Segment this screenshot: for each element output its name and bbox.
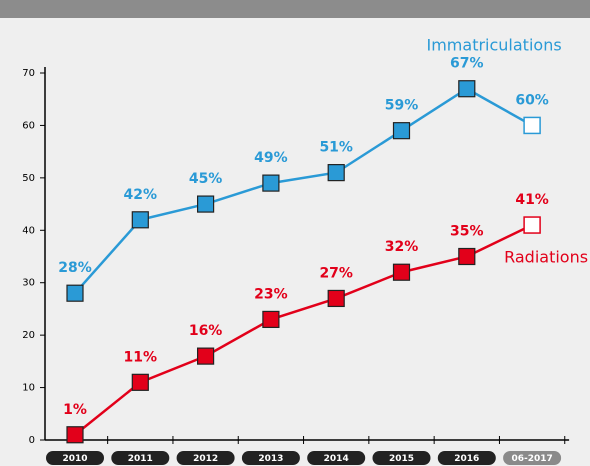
marker — [458, 80, 476, 98]
marker — [131, 211, 149, 229]
x-tick-label: 2010 — [62, 454, 87, 464]
series-name: Immatriculations — [427, 36, 562, 55]
data-label: 23% — [254, 286, 288, 302]
marker — [327, 289, 345, 308]
data-label: 1% — [63, 402, 87, 418]
y-tick-label: 30 — [22, 278, 35, 289]
marker — [131, 373, 149, 391]
y-tick-label: 70 — [22, 68, 35, 79]
x-tick-label: 2015 — [389, 454, 414, 464]
series-line — [74, 223, 533, 436]
marker — [197, 347, 215, 365]
y-tick-label: 20 — [22, 330, 35, 341]
marker — [523, 116, 541, 135]
marker — [66, 426, 84, 444]
y-tick-label: 60 — [22, 120, 35, 131]
x-tick-label: 06-2017 — [511, 454, 552, 464]
x-tick-label: 2014 — [324, 454, 349, 464]
category-pill — [307, 451, 366, 465]
y-tick-label: 10 — [22, 383, 35, 394]
marker — [523, 216, 541, 234]
marker — [458, 247, 476, 266]
marker — [197, 195, 215, 213]
data-label: 16% — [189, 323, 223, 339]
x-tick-label: 2012 — [193, 454, 218, 464]
data-label: 67% — [450, 56, 484, 72]
x-tick-label: 2011 — [128, 454, 153, 464]
category-pill — [437, 451, 496, 465]
category-pill — [111, 451, 170, 465]
category-pill — [372, 451, 431, 465]
category-pill — [176, 451, 235, 465]
marker — [392, 122, 411, 140]
data-label: 27% — [319, 265, 353, 281]
data-label: 51% — [319, 140, 353, 156]
y-tick-label: 50 — [22, 173, 35, 184]
x-tick-label: 2016 — [454, 454, 479, 464]
x-tick-label: 2013 — [258, 454, 283, 464]
marker — [392, 263, 411, 281]
data-label: 60% — [515, 92, 549, 108]
y-tick-label: 40 — [22, 225, 35, 236]
marker — [327, 164, 345, 182]
category-pill — [241, 451, 300, 465]
data-label: 45% — [189, 171, 223, 187]
marker — [262, 310, 280, 329]
marker — [66, 284, 84, 302]
marker — [262, 174, 280, 192]
data-label: 41% — [515, 192, 549, 208]
data-label: 11% — [124, 349, 158, 365]
data-label: 35% — [450, 224, 484, 240]
data-label: 42% — [124, 187, 158, 203]
header-bar — [0, 0, 590, 18]
series-name: Radiations — [504, 248, 588, 267]
category-pill — [46, 451, 104, 465]
data-label: 32% — [385, 239, 419, 255]
category-pill — [503, 451, 562, 465]
data-label: 28% — [58, 260, 92, 276]
data-label: 59% — [385, 98, 419, 114]
data-label: 49% — [254, 150, 288, 166]
series-line — [74, 87, 533, 295]
y-tick-label: 0 — [29, 435, 35, 446]
